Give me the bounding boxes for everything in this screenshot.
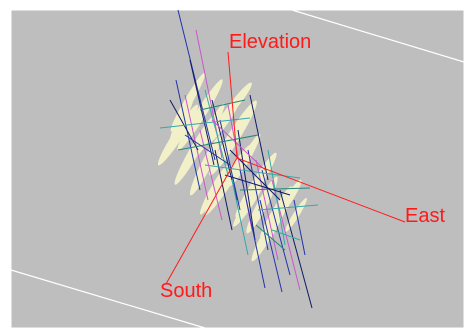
fracture-trace: [214, 149, 233, 231]
fracture-trace: [211, 119, 266, 171]
fracture-disc: [157, 104, 199, 166]
fracture-trace: [249, 94, 269, 181]
fracture-trace: [231, 179, 249, 256]
south-axis-line: [165, 157, 238, 285]
fracture-disc: [233, 183, 263, 227]
fracture-disc: [174, 115, 216, 185]
fracture-trace: [184, 134, 231, 166]
fracture-disc: [224, 82, 252, 118]
fracture-trace: [247, 149, 269, 251]
fracture-trace: [224, 174, 291, 196]
fracture-trace: [293, 199, 306, 256]
orientation-axes: [165, 51, 406, 285]
fracture-trace: [159, 117, 251, 129]
fracture-traces: [159, 9, 319, 309]
fracture-trace: [189, 59, 215, 166]
fracture-trace: [279, 189, 313, 309]
elevation-axis-line: [227, 51, 238, 159]
fracture-trace: [271, 229, 301, 241]
boundary-line: [10, 269, 206, 329]
fracture-trace: [267, 149, 286, 246]
elevation-axis-label: Elevation: [229, 31, 311, 53]
east-axis-line: [236, 157, 406, 223]
boundary-lines: [10, 9, 465, 329]
fracture-trace: [199, 99, 246, 111]
fracture-trace: [177, 134, 259, 151]
fracture-trace: [175, 79, 201, 191]
fracture-trace: [239, 187, 311, 191]
boundary-line: [291, 9, 465, 63]
fracture-trace: [177, 9, 216, 161]
south-axis-label: South: [160, 280, 212, 302]
fracture-disc: [246, 176, 278, 234]
fracture-trace: [257, 204, 319, 211]
fracture-trace: [255, 159, 279, 261]
fracture-disc: [209, 100, 257, 176]
fracture-disc: [274, 179, 302, 221]
fracture-trace: [259, 199, 283, 293]
east-axis-label: East: [405, 205, 445, 227]
fracture-trace: [237, 129, 256, 241]
fracture-trace: [255, 224, 286, 251]
